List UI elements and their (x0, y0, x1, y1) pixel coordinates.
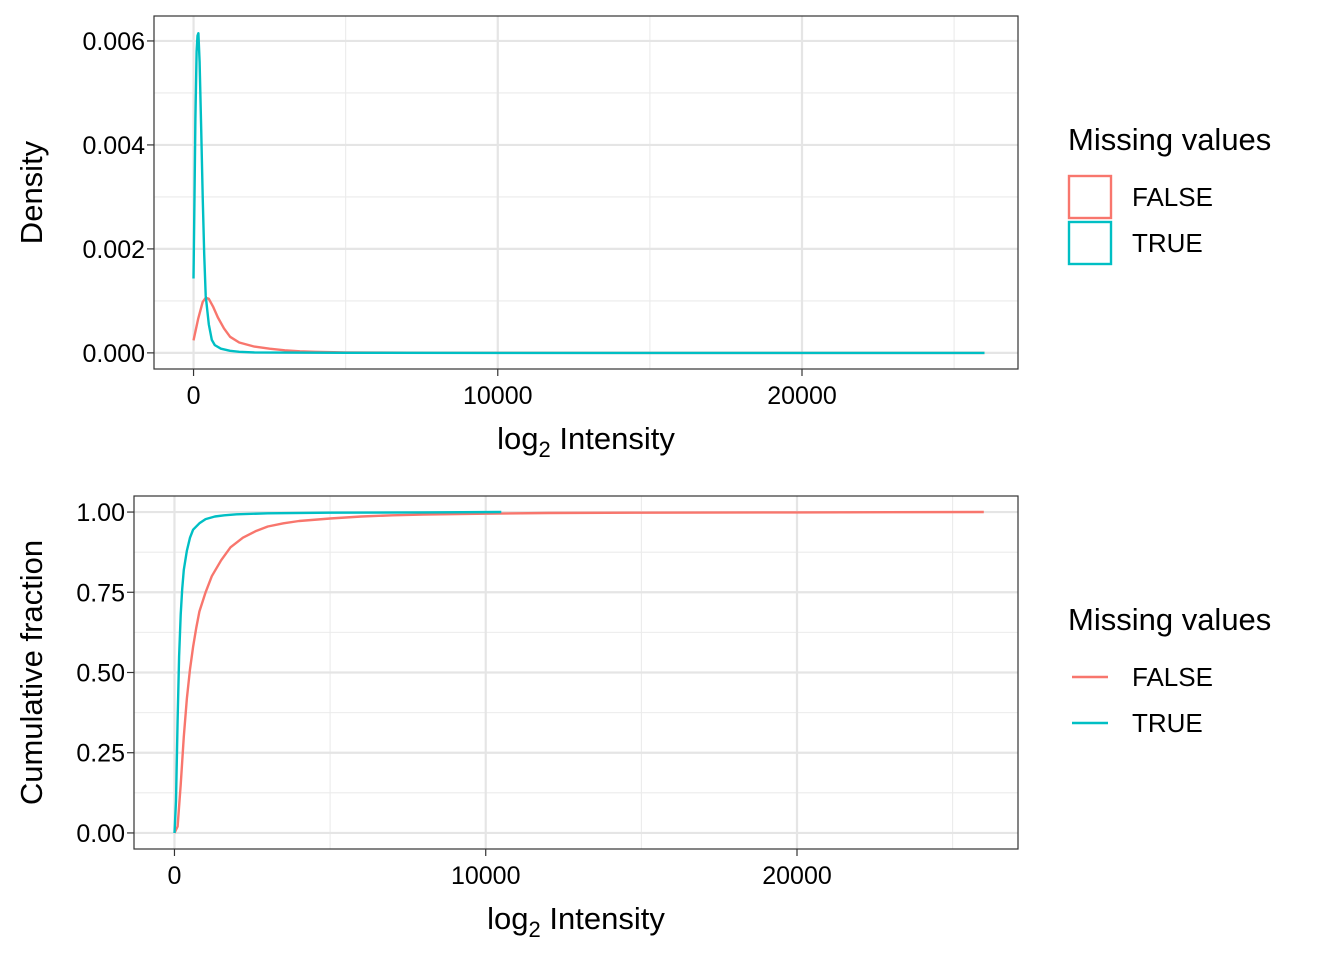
panel-background (154, 16, 1018, 369)
x-axis-title-subscript: 2 (529, 917, 541, 942)
y-tick-label: 1.00 (76, 499, 125, 527)
x-tick-label: 20000 (767, 382, 837, 410)
panel-border (153, 15, 1019, 370)
y-tick-label: 0.004 (82, 132, 145, 160)
x-tick-label: 10000 (463, 382, 533, 410)
x-axis-title: log2 Intensity (487, 901, 665, 942)
series-line-true (173, 510, 502, 834)
legend-key-true (1067, 220, 1113, 266)
y-tick-label: 0.75 (76, 579, 125, 607)
legend-label-true: TRUE (1132, 708, 1203, 738)
y-axis-title: Density (14, 140, 49, 244)
panel-2: 0 10000 20000 0.00 0.25 0.50 0.75 1.00 log2 Inte… (14, 495, 1271, 942)
x-tick-label: 10000 (451, 862, 521, 890)
y-tick-label: 0.25 (76, 740, 125, 768)
x-axis-title: log2 Intensity (497, 421, 675, 462)
x-axis-title-main: log (497, 421, 538, 456)
panel-1: 0 10000 20000 0.000 0.002 0.004 0.006 log2 Inte… (14, 15, 1271, 462)
legend: Missing values FALSE TRUE (1068, 602, 1271, 738)
x-axis-title-rest: Intensity (541, 901, 666, 936)
x-tick-label: 0 (187, 382, 201, 410)
y-tick-label: 0.006 (82, 28, 145, 56)
x-axis-title-rest: Intensity (551, 421, 676, 456)
legend-label-true: TRUE (1132, 228, 1203, 258)
legend: Missing values FALSE TRUE (1067, 122, 1271, 266)
legend-title: Missing values (1068, 602, 1271, 637)
x-tick-label: 20000 (762, 862, 832, 890)
legend-label-false: FALSE (1132, 662, 1213, 692)
y-tick-label: 0.002 (82, 236, 145, 264)
series-line-false (173, 510, 984, 834)
legend-title: Missing values (1068, 122, 1271, 157)
y-tick-label: 0.000 (82, 340, 145, 368)
x-axis-title-subscript: 2 (539, 437, 551, 462)
y-tick-label: 0.50 (76, 660, 125, 688)
legend-key-false (1067, 174, 1113, 220)
legend-label-false: FALSE (1132, 182, 1213, 212)
series-line-true (192, 32, 985, 355)
x-axis-title-main: log (487, 901, 528, 936)
x-tick-label: 0 (168, 862, 182, 890)
y-tick-label: 0.00 (76, 820, 125, 848)
y-axis-title: Cumulative fraction (14, 540, 49, 805)
